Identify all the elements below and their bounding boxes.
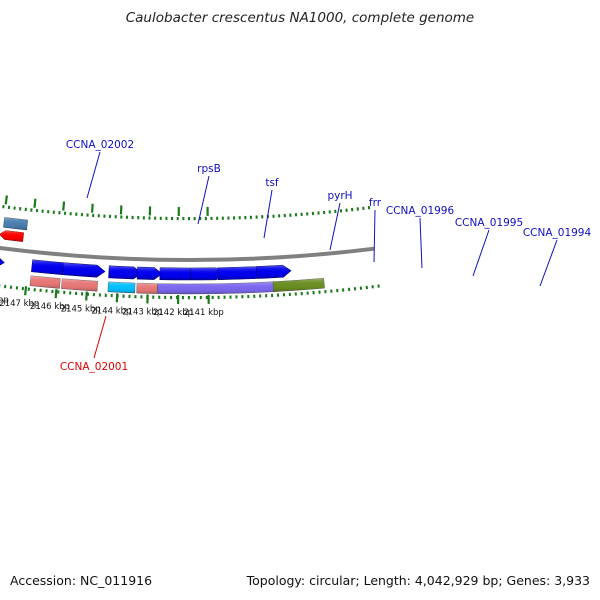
feature-ccna-02001-shade — [3, 217, 28, 231]
cds-shade — [137, 267, 163, 280]
tick-label: 2148 kbp — [0, 296, 9, 306]
gene-label: tsf — [265, 177, 279, 189]
tick-major — [33, 198, 37, 208]
leader-line — [373, 209, 376, 263]
feature-pyrh-shade — [107, 281, 136, 294]
tick-label: 2145 kbp — [61, 305, 101, 315]
leader-line — [329, 202, 341, 251]
feature-layer — [0, 217, 375, 295]
tick-label: 2147 kbp — [0, 299, 39, 309]
gene-label: pyrH — [327, 190, 352, 202]
cds-shade — [256, 265, 292, 279]
cds-shade — [31, 259, 72, 275]
feature-frr-shade — [136, 283, 158, 294]
tick-major — [90, 203, 94, 213]
leader-line — [472, 229, 490, 277]
tick-label: 2141 kbp — [184, 308, 224, 318]
cds-shade — [0, 258, 5, 266]
tick-major — [85, 291, 88, 301]
feature-ccna-01994-shade — [157, 281, 277, 294]
cds-shade — [190, 267, 225, 280]
feature-right-region-shade — [272, 278, 325, 292]
leader-line — [93, 315, 107, 359]
leader-line — [539, 239, 558, 287]
tick-major — [54, 289, 58, 299]
tick-major — [62, 201, 66, 211]
feature-rpsb-shade — [29, 275, 61, 289]
gene-label: CCNA_01995 — [455, 217, 523, 229]
map-title: Caulobacter crescentus NA1000, complete … — [125, 10, 475, 26]
tick-major — [24, 286, 28, 296]
cds-shade — [217, 266, 264, 280]
gene-label: CCNA_01994 — [523, 227, 592, 239]
reverse-gene-shade — [0, 230, 24, 242]
accession-text: Accession: NC_011916 — [10, 573, 153, 588]
gene-label: frr — [369, 197, 382, 209]
gene-label: rpsB — [197, 163, 221, 175]
leader-line — [419, 217, 423, 269]
backbone-ring — [0, 245, 375, 262]
cds-shade — [108, 265, 142, 279]
cds-shade — [62, 262, 105, 278]
tick-major — [4, 195, 8, 205]
tick-label: 2144 kbp — [91, 306, 131, 316]
topology-summary: Topology: circular; Length: 4,042,929 bp… — [246, 573, 590, 588]
leader-line — [263, 189, 273, 239]
tick-label: 2146 kbp — [30, 302, 70, 312]
gene-label: CCNA_02001 — [60, 361, 128, 373]
tick-layer — [0, 195, 380, 304]
gene-label: CCNA_02002 — [66, 139, 134, 151]
leader-line — [86, 151, 101, 199]
gene-label: CCNA_01996 — [386, 205, 455, 217]
cds-shade — [159, 267, 198, 280]
tick-label: 2143 kbp — [122, 307, 162, 317]
feature-tsf-shade — [61, 278, 98, 292]
leader-line — [197, 175, 210, 225]
tick-label: 2142 kbp — [153, 308, 193, 318]
